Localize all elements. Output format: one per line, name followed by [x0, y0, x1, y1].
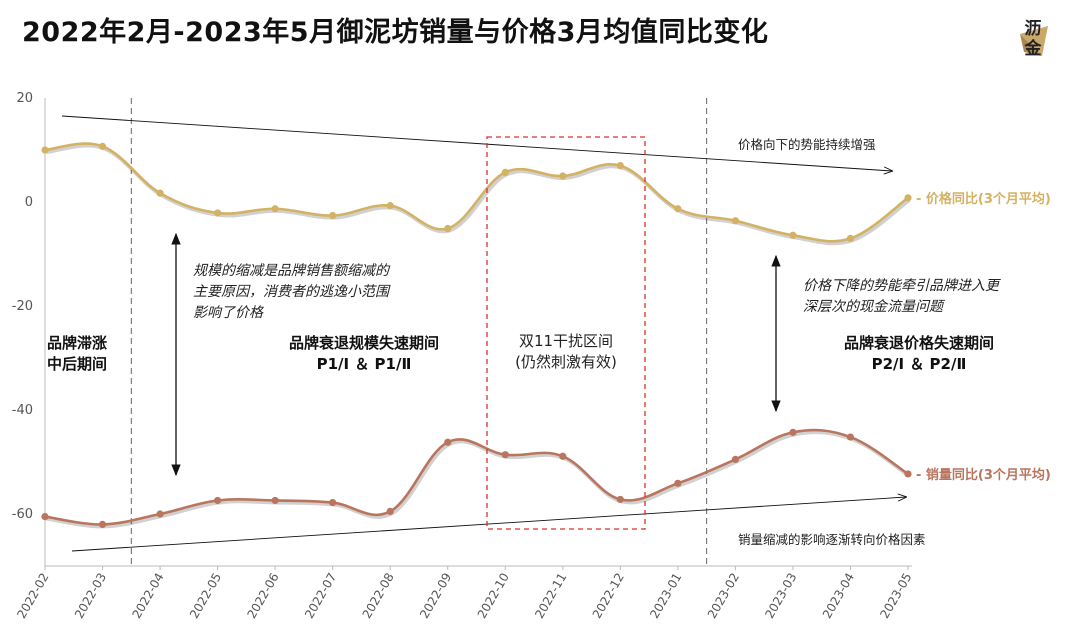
y-tick-label: -60: [12, 507, 33, 522]
x-tick-label: 2022-09: [417, 571, 454, 621]
data-point: [99, 521, 106, 528]
period4-label-line-2: P2/Ⅰ ＆ P2/Ⅱ: [872, 355, 967, 373]
price-series-label: - 价格同比(3个月平均): [916, 191, 1051, 207]
x-tick-label: 2022-05: [187, 571, 224, 621]
price-trend-label: 价格向下的势能持续增强: [738, 137, 876, 152]
price-series: [41, 143, 911, 244]
data-point: [847, 235, 854, 242]
x-tick-label: 2023-04: [820, 571, 857, 621]
x-tick-label: 2023-05: [877, 571, 914, 621]
data-point: [329, 499, 336, 506]
data-point: [156, 510, 163, 517]
data-point: [156, 190, 163, 197]
data-point: [41, 146, 48, 153]
data-point: [789, 429, 796, 436]
x-tick-label: 2023-01: [647, 571, 684, 621]
period3-label-line-2: (仍然刺激有效): [515, 353, 617, 371]
period1-label-line-1: 品牌滞涨: [47, 334, 107, 352]
right-note-line-1: 价格下降的势能牵引品牌进入更: [803, 278, 1001, 294]
data-point: [444, 225, 451, 232]
data-point: [99, 143, 106, 150]
data-point: [272, 497, 279, 504]
volume-series: [41, 429, 911, 528]
data-point: [272, 205, 279, 212]
brand-logo: 沥 金: [1012, 12, 1054, 58]
y-tick-label: 20: [16, 91, 33, 106]
x-tick-label: 2022-12: [590, 571, 627, 621]
data-point: [502, 169, 509, 176]
series-line: [45, 144, 908, 242]
x-tick-label: 2022-04: [129, 571, 166, 621]
y-tick-label: -20: [12, 299, 33, 314]
data-point: [674, 205, 681, 212]
data-point: [387, 508, 394, 515]
trend-lines: [62, 116, 906, 551]
volume-series-label: - 销量同比(3个月平均): [916, 467, 1051, 483]
series-line-shadow: [47, 146, 910, 244]
series-line: [45, 430, 908, 524]
data-point: [444, 439, 451, 446]
x-tick-label: 2022-03: [72, 571, 109, 621]
x-tick-label: 2022-08: [360, 571, 397, 621]
x-tick-label: 2022-07: [302, 571, 339, 621]
y-tick-label: 0: [25, 195, 33, 210]
data-point: [732, 456, 739, 463]
data-point: [502, 451, 509, 458]
data-point: [41, 513, 48, 520]
right-note-line-2: 深层次的现金流量问题: [803, 299, 946, 315]
x-tick-label: 2022-11: [532, 571, 569, 621]
series-layer: [41, 143, 911, 528]
data-point: [559, 453, 566, 460]
data-point: [617, 496, 624, 503]
data-point: [904, 470, 911, 477]
left-note-line-2: 主要原因，消费者的逃逸小范围: [193, 284, 391, 300]
period1-label-line-2: 中后期间: [47, 355, 107, 373]
x-tick-label: 2023-02: [705, 571, 742, 621]
data-point: [387, 202, 394, 209]
period4-label-line-1: 品牌衰退价格失速期间: [844, 334, 994, 352]
annotations: 价格向下的势能持续增强 销量缩减的影响逐渐转向价格因素 规模的缩减是品牌销售额缩…: [47, 137, 1001, 547]
x-tick-label: 2022-10: [475, 571, 512, 621]
y-tick-label: -40: [12, 403, 33, 418]
data-point: [214, 209, 221, 216]
period2-label-line-1: 品牌衰退规模失速期间: [289, 334, 439, 352]
data-point: [732, 217, 739, 224]
data-point: [559, 172, 566, 179]
data-point: [329, 212, 336, 219]
logo-char-2: 金: [1012, 34, 1054, 59]
x-tick-label: 2022-06: [245, 571, 282, 621]
x-tick-label: 2023-03: [762, 571, 799, 621]
data-point: [214, 497, 221, 504]
data-point: [904, 194, 911, 201]
left-note-line-1: 规模的缩减是品牌销售额缩减的: [193, 263, 391, 279]
period2-label-line-2: P1/Ⅰ ＆ P1/Ⅱ: [317, 355, 412, 373]
data-point: [847, 433, 854, 440]
data-point: [789, 232, 796, 239]
period3-label-line-1: 双11干扰区间: [519, 332, 613, 350]
left-note-line-3: 影响了价格: [193, 305, 264, 321]
data-point: [674, 480, 681, 487]
data-point: [617, 162, 624, 169]
x-tick-label: 2022-02: [14, 571, 51, 621]
volume-trend-label: 销量缩减的影响逐渐转向价格因素: [738, 532, 926, 547]
